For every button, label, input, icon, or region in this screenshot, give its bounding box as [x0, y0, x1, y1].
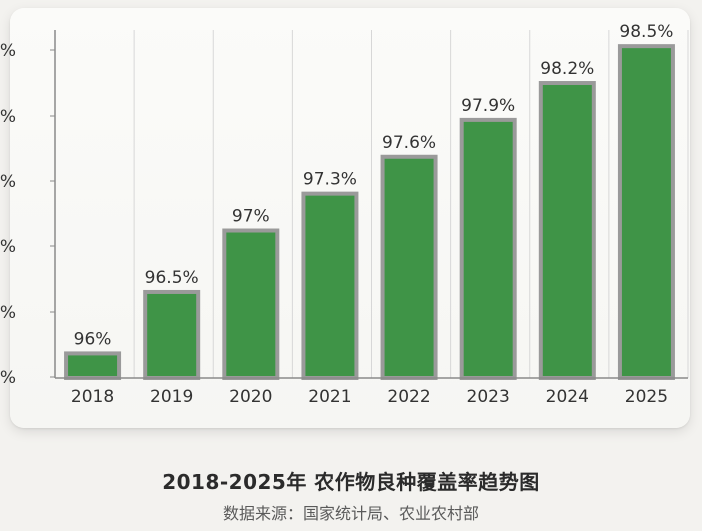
x-tick-label: 2024: [546, 387, 589, 407]
data-label: 96%: [74, 329, 112, 349]
x-tick-label: 2019: [150, 387, 193, 407]
y-tick-label: 8%: [0, 107, 16, 127]
data-label: 97.3%: [303, 170, 357, 190]
data-label: 98.5%: [619, 22, 673, 42]
gridlines: [133, 30, 689, 378]
bar-2023: [459, 117, 517, 381]
y-tick-label: 6%: [0, 368, 16, 388]
y-axis-ticks: 6% 5% 7% 5% 8% 5%: [0, 41, 55, 388]
bar-2018: [64, 351, 122, 380]
x-tick-label: 2025: [625, 387, 668, 407]
bar-2021: [301, 191, 359, 380]
y-tick-label: 5%: [0, 41, 16, 61]
x-tick-label: 2018: [71, 387, 114, 407]
y-tick-label: 5%: [0, 172, 16, 192]
x-axis-ticks: 2018 2019 2020 2021 2022 2023 2024 2025: [71, 387, 668, 407]
x-tick-label: 2022: [387, 387, 430, 407]
data-label: 97.9%: [461, 96, 515, 116]
data-source: 数据来源：国家统计局、农业农村部: [222, 504, 479, 523]
bar-2019: [143, 289, 201, 380]
y-tick-label: 5%: [0, 303, 16, 323]
bar-2024: [538, 81, 596, 380]
bar-2022: [380, 154, 438, 380]
data-label: 97.6%: [382, 133, 436, 153]
data-labels: 96% 96.5% 97% 97.3% 97.6% 97.9% 98.2% 98.5%: [74, 22, 674, 349]
bars: [64, 44, 675, 381]
x-tick-label: 2021: [308, 387, 351, 407]
bar-chart: 6% 5% 7% 5% 8% 5% 2018 2019 2020 2021 2022 2023 202…: [0, 22, 689, 407]
data-label: 96.5%: [145, 268, 199, 288]
bar-2020: [222, 228, 280, 380]
x-tick-label: 2023: [467, 387, 510, 407]
x-tick-label: 2020: [229, 387, 272, 407]
bar-2025: [617, 44, 675, 381]
data-label: 97%: [232, 207, 270, 227]
data-label: 98.2%: [540, 59, 594, 79]
chart-title: 2018-2025年 农作物良种覆盖率趋势图: [162, 470, 540, 494]
y-tick-label: 7%: [0, 237, 16, 257]
